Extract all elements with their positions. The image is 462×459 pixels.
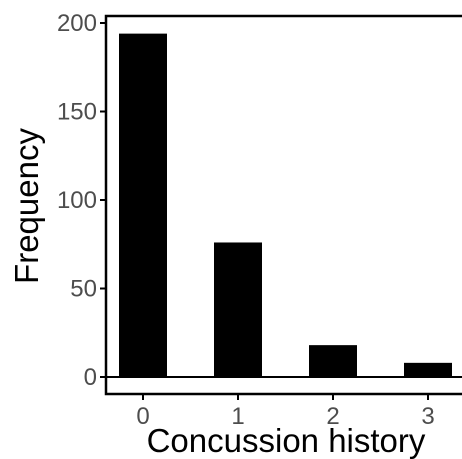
bars-group	[119, 33, 452, 378]
y-tick-label: 150	[57, 99, 97, 126]
plot-frame	[104, 14, 462, 396]
y-axis-title: Frequency	[8, 128, 45, 284]
x-tick-label: 2	[326, 403, 339, 430]
x-tick-label: 3	[421, 403, 434, 430]
x-axis-title: Concussion history	[147, 422, 426, 459]
panel-border	[104, 14, 462, 396]
x-tick-label: 0	[136, 403, 149, 430]
y-axis-ticks: 0 50 100 150 200	[57, 10, 106, 391]
y-tick-label: 100	[57, 187, 97, 214]
y-tick-label: 50	[70, 276, 97, 303]
y-tick-label: 0	[84, 364, 97, 391]
y-tick-label: 200	[57, 10, 97, 37]
x-tick-label: 1	[231, 403, 244, 430]
bar-1	[214, 242, 262, 377]
bar-2	[309, 345, 357, 377]
bar-3	[404, 362, 452, 377]
bar-0	[119, 33, 167, 378]
